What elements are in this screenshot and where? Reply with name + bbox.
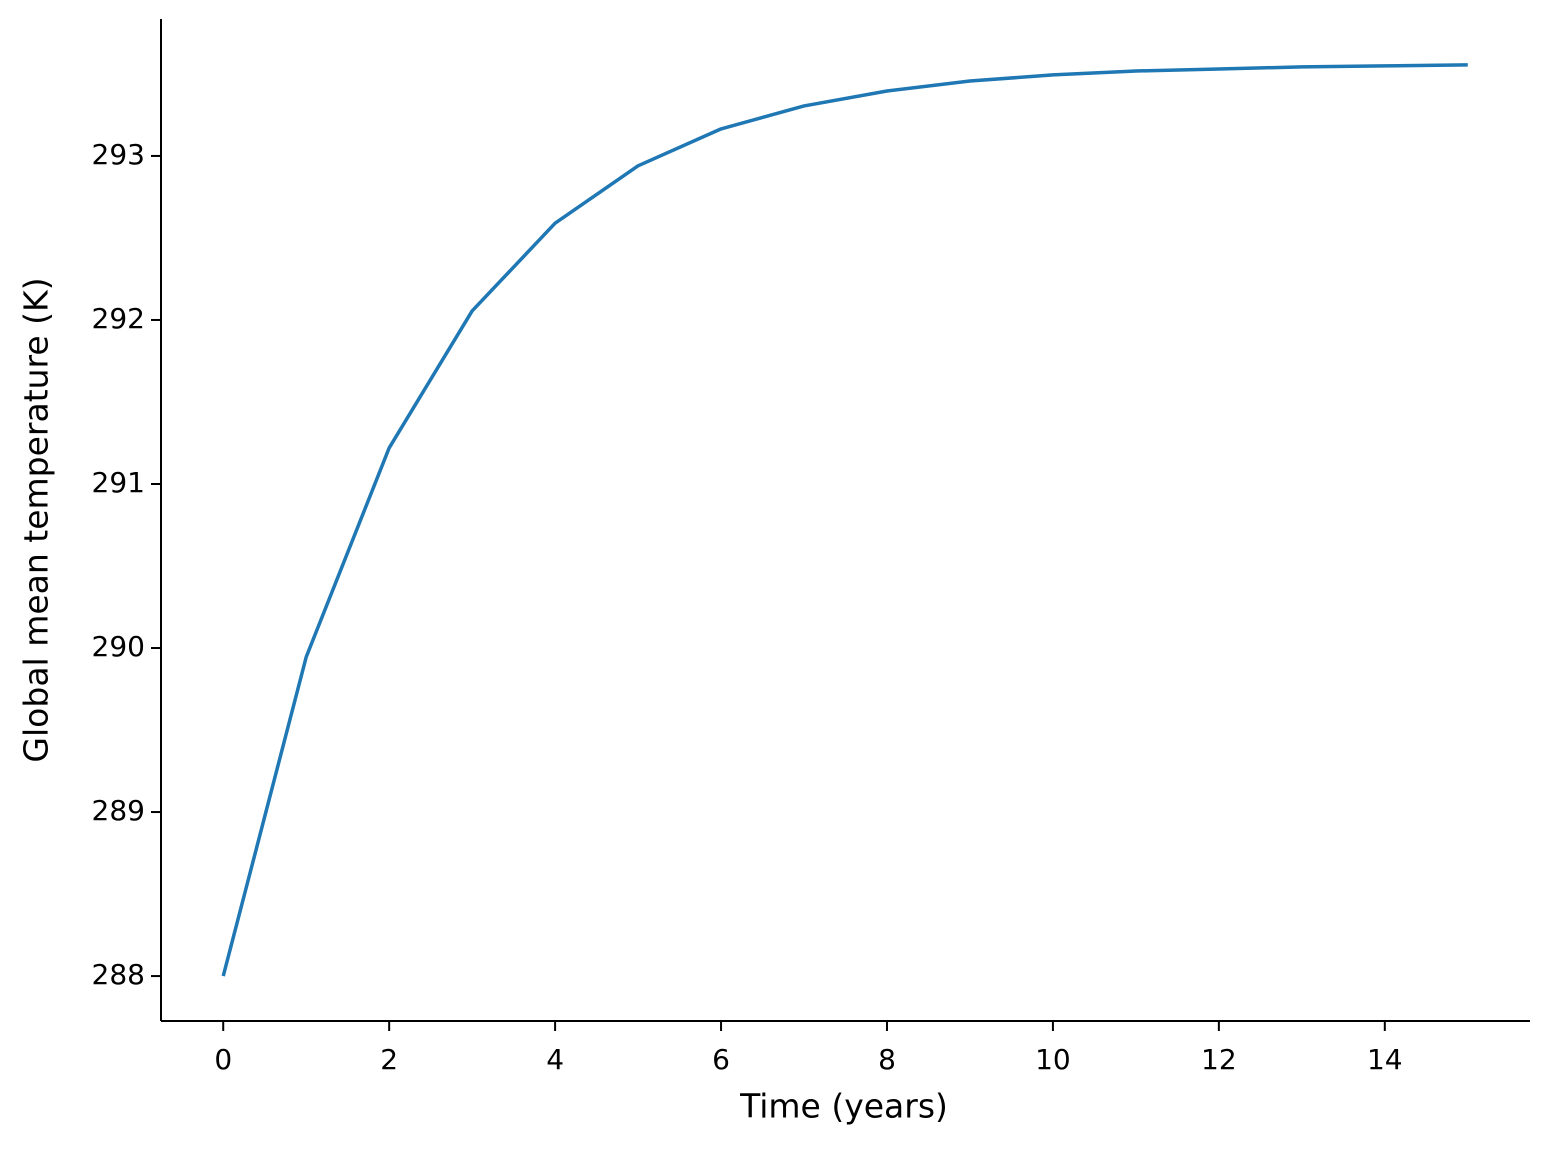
x-tick-label: 12: [1201, 1043, 1237, 1076]
y-axis-label: Global mean temperature (K): [17, 277, 56, 762]
y-tick-label: 289: [92, 794, 145, 827]
x-tick-label: 14: [1367, 1043, 1403, 1076]
y-tick-label: 288: [92, 958, 145, 991]
x-tick-label: 4: [546, 1043, 564, 1076]
y-tick-label: 293: [92, 138, 145, 171]
x-tick-label: 10: [1035, 1043, 1071, 1076]
x-tick-label: 6: [712, 1043, 730, 1076]
x-tick-label: 2: [380, 1043, 398, 1076]
x-axis-label: Time (years): [739, 1087, 948, 1126]
x-tick-label: 8: [878, 1043, 896, 1076]
x-tick-label: 0: [214, 1043, 232, 1076]
data-line: [221, 63, 1468, 977]
y-tick-label: 290: [92, 630, 145, 663]
y-tick-label: 292: [92, 302, 145, 335]
y-tick-label: 291: [92, 466, 145, 499]
